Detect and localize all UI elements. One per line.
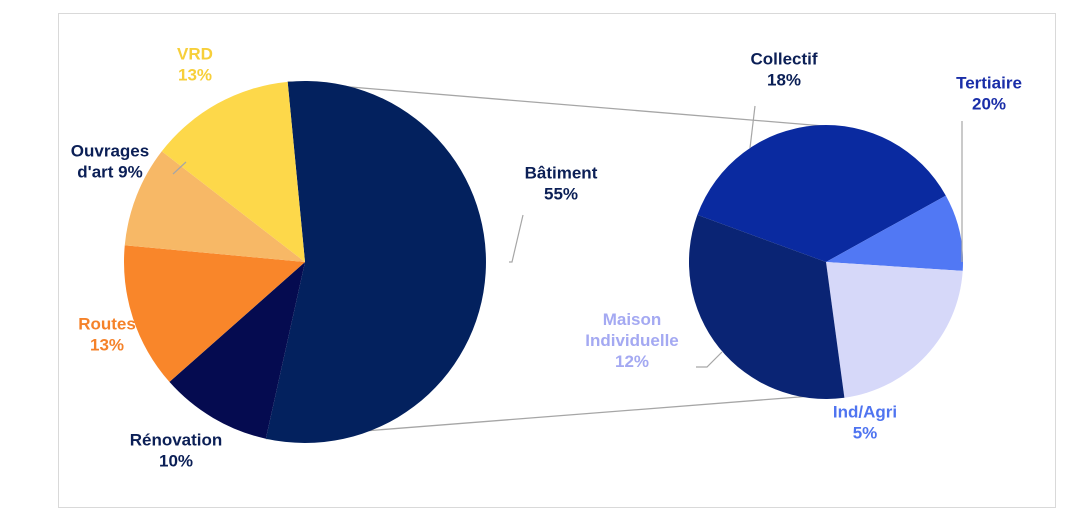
main-pie-slice-batiment	[265, 80, 486, 443]
main-pie-slice-vrd	[161, 81, 305, 262]
main-pie-slice-renovation	[169, 262, 305, 439]
main-pie-slice-routes	[123, 245, 305, 382]
secondary-pie-slice-collectif	[688, 214, 845, 400]
leader-maison	[696, 351, 723, 368]
main-pie-label-renovation: Rénovation 10%	[130, 431, 223, 471]
leader-ouvrages	[172, 161, 187, 175]
main-pie	[123, 80, 486, 443]
secondary-pie-label-ind-agri: Ind/Agri 5%	[833, 403, 897, 443]
leader-collectif	[749, 105, 756, 149]
secondary-pie-label-collectif: Collectif 18%	[750, 50, 817, 90]
leader-lines	[172, 105, 963, 368]
secondary-pie	[688, 124, 964, 400]
secondary-pie-slice-ind-agri	[826, 195, 964, 271]
secondary-pie-label-maison: Maison Individuelle 12%	[585, 310, 679, 371]
main-pie-label-routes: Routes 13%	[78, 315, 136, 355]
main-pie-label-batiment: Bâtiment 55%	[525, 164, 598, 204]
leader-batiment	[509, 214, 524, 263]
main-pie-label-vrd: VRD 13%	[177, 45, 213, 85]
secondary-pie-slice-tertiaire	[697, 124, 946, 262]
connector-line-top	[287, 81, 837, 128]
secondary-pie-label-tertiaire: Tertiaire 20%	[956, 74, 1022, 114]
secondary-pie-slice-maison	[826, 262, 963, 398]
main-pie-label-ouvrages: Ouvrages d'art 9%	[71, 142, 149, 182]
main-pie-slice-ouvrages	[124, 151, 306, 262]
slice-labels: Bâtiment 55% Rénovation 10% Routes 13% Ouvrage…	[71, 45, 1022, 471]
